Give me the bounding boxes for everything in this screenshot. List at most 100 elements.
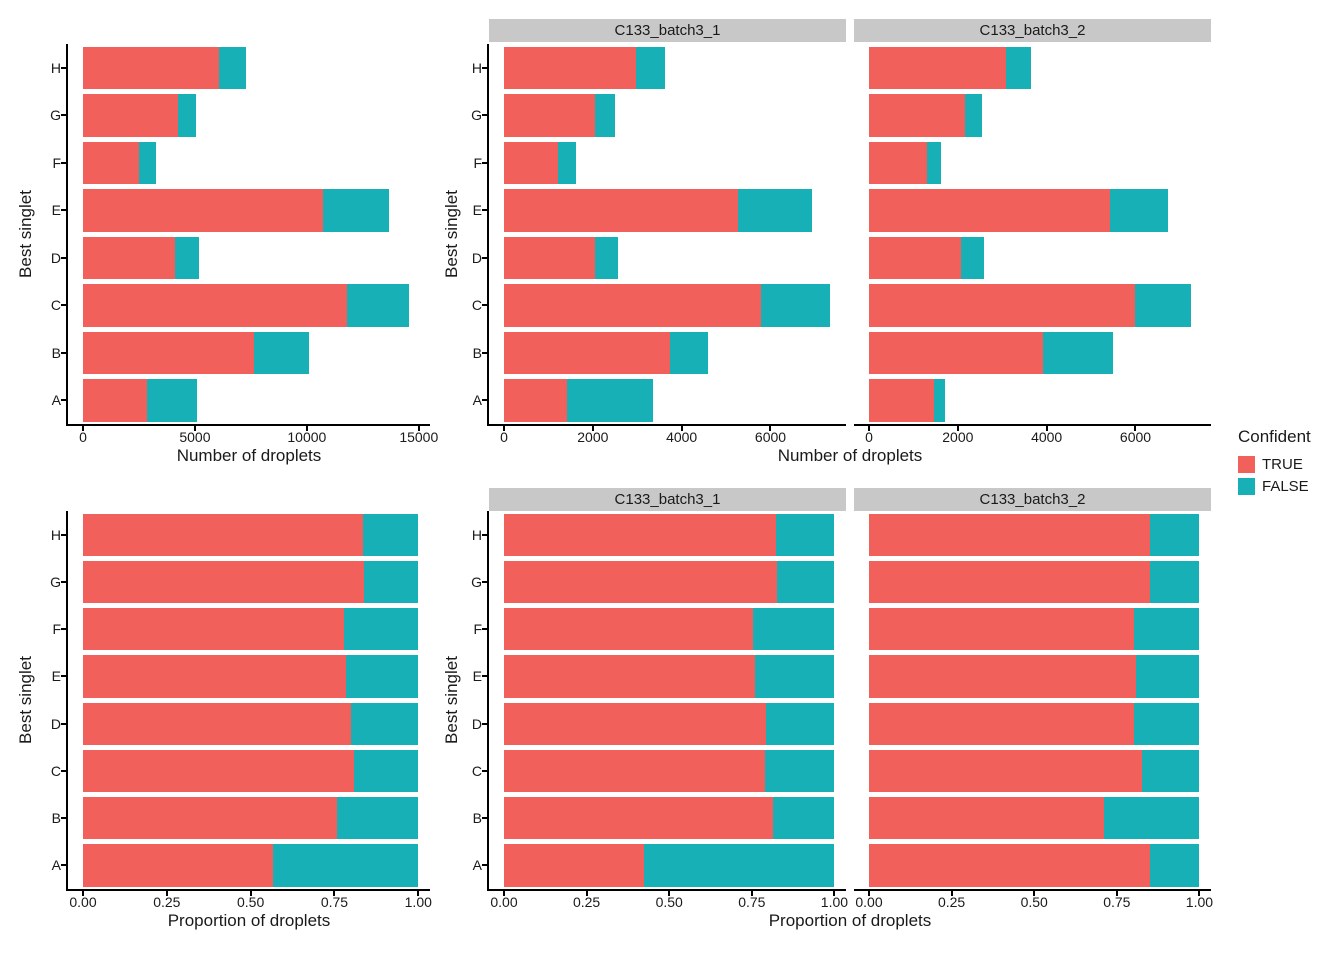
y-category-label-A: A <box>472 857 482 874</box>
bar-segment-false-C <box>346 284 410 327</box>
bar-row-C <box>504 284 846 327</box>
bar-row-A <box>83 379 430 422</box>
bar-segment-true-G <box>504 94 596 137</box>
y-category-label-C: C <box>471 762 482 779</box>
y-category-label-E: E <box>472 202 482 219</box>
x-tick-label: 0.75 <box>1103 894 1131 910</box>
y-axis-line <box>66 511 68 891</box>
x-axis-line <box>66 889 430 891</box>
bar-row-H <box>504 46 846 89</box>
x-tick-label: 1.00 <box>1185 894 1214 910</box>
y-category-label-E: E <box>51 202 61 219</box>
x-tick-label: 0.50 <box>237 894 265 910</box>
bar-segment-true-H <box>83 513 364 556</box>
bar-row-F <box>869 608 1211 651</box>
bar-segment-false-B <box>1042 331 1114 374</box>
y-tick-mark <box>61 256 66 259</box>
legend-entry-true: TRUE <box>1238 456 1311 473</box>
bar-segment-true-D <box>504 236 595 279</box>
bar-segment-true-F <box>869 141 927 184</box>
bar-segment-true-A <box>869 379 934 422</box>
y-axis-title-text: Best singlet <box>16 656 35 744</box>
x-tick-label: 0.25 <box>937 894 966 910</box>
x-tick-label: 0.00 <box>69 894 97 910</box>
y-category-label-C: C <box>471 297 482 314</box>
x-tick-label: 0 <box>79 429 87 445</box>
x-tick-mark <box>591 426 594 431</box>
bar-segment-false-G <box>1150 560 1200 603</box>
y-category-label-D: D <box>50 249 61 266</box>
bar-row-C <box>83 749 430 792</box>
bar-segment-false-D <box>1134 702 1200 745</box>
bar-row-A <box>869 844 1211 887</box>
y-category-label-G: G <box>50 107 61 124</box>
y-tick-mark <box>482 256 487 259</box>
x-tick-mark <box>868 891 870 896</box>
bar-row-E <box>869 189 1211 232</box>
bar-segment-false-A <box>933 379 946 422</box>
facet-strip-C133_batch3_2: C133_batch3_2 <box>854 488 1211 511</box>
y-tick-mark <box>482 769 487 772</box>
x-tick-label: 0 <box>865 429 873 445</box>
bar-row-A <box>83 844 430 887</box>
y-tick-mark <box>482 722 487 725</box>
y-tick-mark <box>61 864 66 867</box>
bar-row-H <box>869 46 1211 89</box>
bar-row-A <box>869 379 1211 422</box>
bar-row-H <box>83 513 430 556</box>
y-tick-mark <box>482 351 487 354</box>
y-axis-line <box>487 511 489 891</box>
x-tick-label: 0.25 <box>153 894 181 910</box>
x-tick-mark <box>165 891 168 896</box>
y-tick-mark <box>482 304 487 307</box>
facet-strip-C133_batch3_1: C133_batch3_1 <box>489 488 846 511</box>
bar-row-D <box>869 702 1211 745</box>
bar-segment-true-E <box>869 655 1136 698</box>
bar-segment-true-A <box>504 844 644 887</box>
bar-segment-true-D <box>504 702 767 745</box>
x-tick-label: 15000 <box>399 429 439 445</box>
bar-segment-false-F <box>139 141 156 184</box>
bar-segment-true-F <box>869 608 1134 651</box>
bar-segment-true-G <box>869 94 966 137</box>
x-axis-title-proportions-by-sample: Proportion of droplets <box>768 911 932 930</box>
bar-row-B <box>869 797 1211 840</box>
bar-row-B <box>504 797 846 840</box>
y-category-label-H: H <box>471 59 482 76</box>
bar-segment-true-B <box>869 797 1104 840</box>
x-tick-label: 2000 <box>577 429 609 445</box>
bar-segment-true-C <box>83 749 354 792</box>
bar-segment-true-D <box>83 702 351 745</box>
bar-segment-false-B <box>670 331 708 374</box>
x-tick-mark <box>1033 891 1036 896</box>
x-tick-mark <box>417 426 420 431</box>
bar-row-E <box>504 189 846 232</box>
x-tick-label: 6000 <box>754 429 787 445</box>
bar-segment-true-E <box>869 189 1111 232</box>
bar-row-G <box>504 560 846 603</box>
bar-segment-true-B <box>83 797 338 840</box>
bar-segment-true-A <box>83 844 274 887</box>
y-axis-line <box>487 44 489 426</box>
x-tick-label: 0.50 <box>655 894 683 910</box>
bar-segment-true-E <box>504 655 756 698</box>
bar-segment-true-H <box>504 46 637 89</box>
bar-row-B <box>83 331 430 374</box>
y-tick-mark <box>61 351 66 354</box>
bar-segment-true-A <box>869 844 1150 887</box>
bar-row-E <box>83 189 430 232</box>
bar-segment-true-C <box>869 284 1136 327</box>
x-tick-label: 0.75 <box>738 894 766 910</box>
bar-segment-false-E <box>1135 655 1200 698</box>
x-tick-label: 1.00 <box>404 894 432 910</box>
bar-segment-false-H <box>363 513 419 556</box>
x-tick-label: 0 <box>500 429 508 445</box>
x-tick-mark <box>950 891 953 896</box>
bar-segment-false-H <box>1006 46 1031 89</box>
bar-segment-false-B <box>254 331 309 374</box>
bar-segment-false-A <box>147 379 197 422</box>
bar-segment-true-B <box>504 797 774 840</box>
bar-row-B <box>869 331 1211 374</box>
y-tick-mark <box>482 533 487 536</box>
x-tick-mark <box>249 891 252 896</box>
